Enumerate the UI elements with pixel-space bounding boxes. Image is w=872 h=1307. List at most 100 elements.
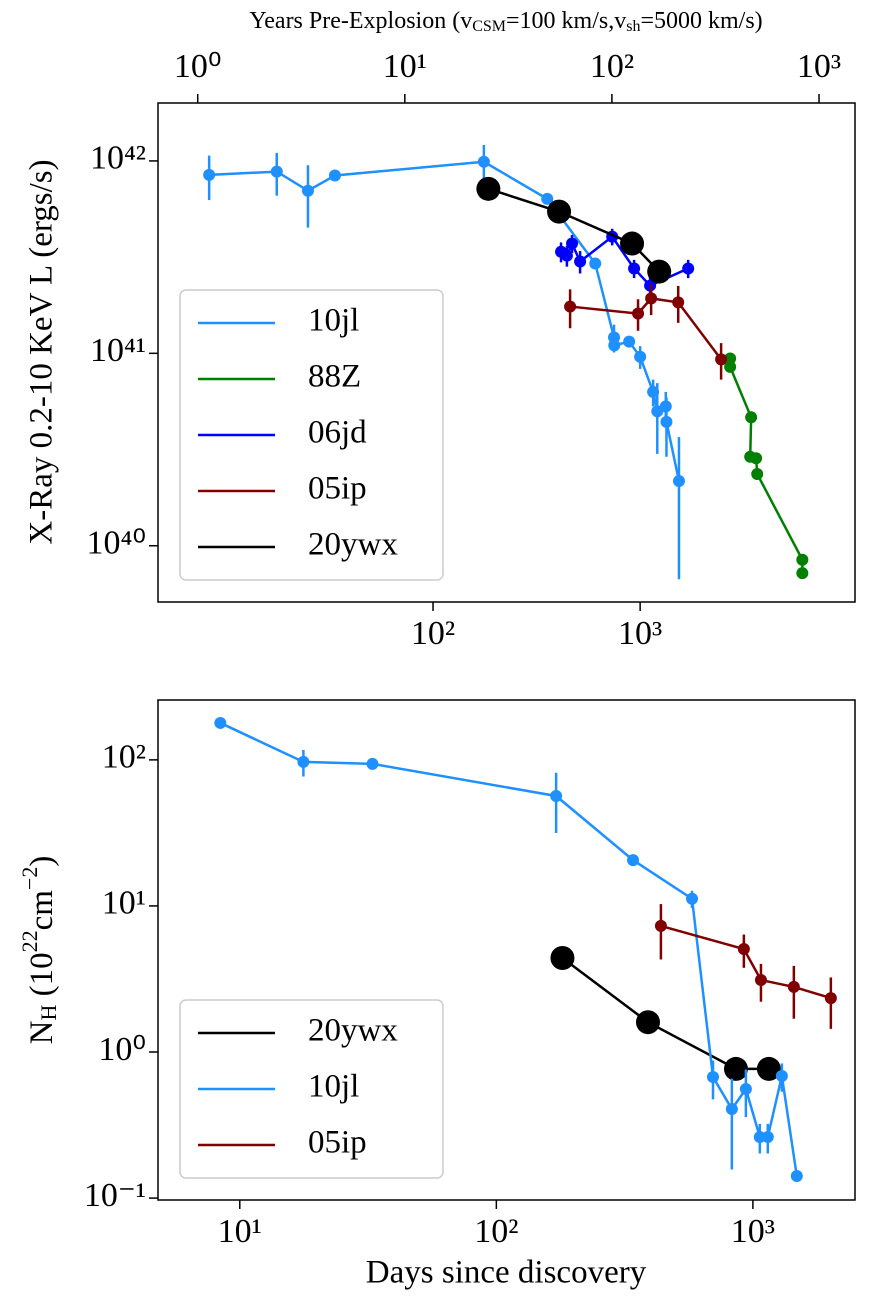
label-part: cm	[24, 890, 60, 931]
label-part: N	[24, 1020, 60, 1044]
series-line	[561, 957, 769, 1071]
y-tick-label: 10¹	[102, 885, 146, 922]
data-point	[745, 411, 758, 424]
y-tick-label: 10⁴¹	[90, 332, 146, 369]
plot-area	[214, 716, 837, 1183]
series-line	[728, 358, 804, 574]
data-point	[761, 1130, 774, 1143]
data-point	[672, 474, 685, 487]
data-point	[775, 1070, 788, 1083]
data-point	[751, 467, 764, 480]
data-point	[647, 385, 660, 398]
data-point	[608, 339, 621, 352]
legend-label: 10jl	[308, 1069, 359, 1105]
data-point	[796, 553, 809, 566]
data-point	[790, 1170, 803, 1183]
y-tick-label: 10²	[102, 739, 146, 776]
data-point	[547, 199, 572, 224]
data-point	[297, 755, 310, 768]
data-point	[627, 854, 640, 867]
data-point	[550, 789, 563, 802]
data-point	[787, 980, 800, 993]
data-point	[737, 943, 750, 956]
series-line	[569, 297, 723, 361]
data-point	[270, 165, 283, 178]
data-point	[756, 1056, 781, 1081]
data-point	[203, 168, 216, 181]
data-point	[725, 1103, 738, 1116]
data-point	[550, 946, 575, 971]
data-point	[301, 184, 314, 197]
legend-label: 05ip	[308, 471, 367, 507]
legend-label: 05ip	[308, 1125, 367, 1161]
data-point	[476, 176, 501, 201]
top-x-axis-label: Years Pre-Explosion (vCSM=100 km/s,vsh=5…	[249, 8, 762, 35]
label-sub: sh	[626, 18, 640, 35]
data-point	[366, 757, 379, 770]
y-tick-label: 10⁰	[98, 1031, 146, 1068]
data-point	[796, 567, 809, 580]
axes-frame	[157, 699, 856, 1201]
data-point	[620, 231, 645, 256]
label-sup: 22	[17, 930, 42, 952]
y-axis-label: NH (1022cm−2)	[17, 856, 61, 1045]
legend-label: 20ywx	[308, 527, 398, 563]
label-part: )	[24, 856, 60, 867]
y-tick-label: 10⁴²	[90, 140, 146, 177]
x-tick-label: 10³	[618, 615, 662, 652]
legend-label: 06jd	[308, 415, 367, 451]
data-point	[654, 919, 667, 932]
legend-label: 20ywx	[308, 1013, 398, 1049]
x2-tick-label: 10¹	[383, 48, 427, 85]
y-axis-label: X-Ray 0.2-10 KeV L (ergs/s)	[24, 159, 60, 544]
label-part: Years Pre-Explosion (v	[249, 8, 472, 34]
data-point	[659, 400, 672, 413]
data-point	[589, 257, 602, 270]
x-tick-label: 10³	[731, 1213, 775, 1250]
x-tick-label: 10¹	[218, 1213, 262, 1250]
data-point	[660, 415, 673, 428]
data-point	[635, 1010, 660, 1035]
data-point	[214, 716, 227, 729]
label-sub: CSM	[472, 18, 506, 35]
data-point	[723, 1056, 748, 1081]
data-point	[824, 992, 837, 1005]
data-point	[724, 352, 737, 365]
data-point	[574, 255, 587, 268]
data-point	[739, 1083, 752, 1096]
y-tick-label: 10⁴⁰	[87, 525, 146, 562]
series-line	[487, 187, 661, 273]
label-sup: −2	[17, 867, 42, 890]
data-point	[477, 155, 490, 168]
data-point	[628, 262, 641, 275]
label-part: =5000 km/s)	[640, 8, 762, 34]
x2-tick-label: 10³	[797, 48, 841, 85]
data-point	[686, 892, 699, 905]
x-tick-label: 10²	[411, 615, 455, 652]
label-part: =100 km/s,v	[506, 8, 626, 34]
legend-label: 10jl	[308, 303, 359, 339]
label-part: (10	[24, 952, 60, 1004]
legend-box	[179, 999, 444, 1179]
data-point	[541, 192, 554, 205]
data-point	[682, 262, 695, 275]
data-point	[634, 350, 647, 363]
legend-label: 88Z	[308, 359, 361, 395]
data-point	[754, 974, 767, 987]
data-point	[560, 249, 573, 262]
plot-area	[203, 144, 809, 580]
y-tick-label: 10⁻¹	[84, 1177, 146, 1214]
data-point	[724, 360, 737, 373]
data-point	[632, 307, 645, 320]
axes-frame	[157, 102, 856, 603]
data-point	[566, 237, 579, 250]
x-tick-label: 10²	[474, 1213, 518, 1250]
data-point	[715, 353, 728, 366]
data-point	[623, 335, 636, 348]
data-point	[645, 292, 658, 305]
x2-tick-label: 10⁰	[174, 48, 222, 85]
x-axis-label: Days since discovery	[366, 1255, 647, 1291]
label-sub: H	[36, 1005, 61, 1021]
data-point	[672, 296, 685, 309]
